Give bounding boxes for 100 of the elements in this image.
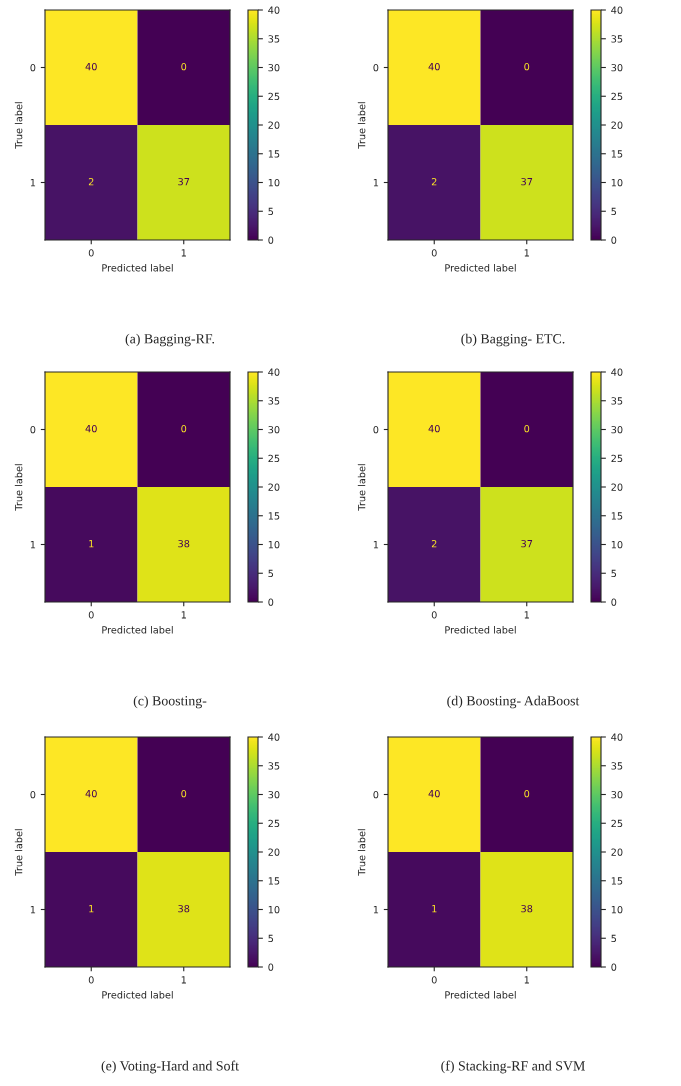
data-label: 38: [521, 904, 533, 913]
text: (a) Bagging-RF.: [125, 333, 215, 347]
color-bar-label: 5: [268, 934, 274, 943]
data-label: 0: [181, 789, 187, 798]
text: (d) Boosting- AdaBoost: [447, 695, 580, 709]
x-axis-title: Predicted label: [102, 625, 173, 634]
text: (b) Bagging- ETC.: [461, 333, 565, 347]
y-tick-label: 0: [30, 63, 36, 72]
color-bar-label: 15: [611, 512, 623, 520]
color-bar-label: 5: [268, 569, 274, 578]
color-bar-label: 25: [611, 819, 623, 828]
color-bar-label: 40: [268, 368, 280, 376]
color-bar-label: 25: [611, 454, 623, 463]
color-bar-label: 35: [268, 762, 280, 770]
color-bar-label: 30: [268, 63, 280, 72]
color-bar-label: 30: [611, 425, 623, 434]
color-bar-label: 15: [268, 877, 280, 885]
y-tick-label: 0: [373, 425, 379, 434]
color-bar-label: 0: [611, 236, 617, 244]
color-bar-label: 40: [611, 733, 623, 741]
color-bar-label: 35: [268, 35, 280, 43]
x-axis-title: Predicted label: [445, 263, 516, 272]
color-bar-label: 5: [611, 934, 617, 943]
x-tick-label: 1: [181, 976, 186, 984]
x-tick-label: 1: [524, 976, 529, 984]
color-bar-label: 20: [268, 848, 280, 856]
x-axis-title: Predicted label: [445, 990, 516, 999]
x-axis-title: Predicted label: [102, 990, 173, 999]
y-tick-label: 1: [30, 541, 36, 549]
color-bar-label: 30: [611, 790, 623, 799]
y-tick-label: 1: [373, 906, 379, 914]
data-label: 1: [432, 905, 437, 913]
color-bar-label: 10: [611, 540, 623, 549]
x-tick-label: 0: [88, 976, 94, 984]
y-tick-label: 0: [30, 425, 36, 434]
x-axis-title: Predicted label: [102, 263, 173, 272]
x-tick-label: 1: [524, 611, 529, 619]
text: (c) Boosting-: [133, 695, 207, 709]
y-tick-label: 1: [30, 906, 36, 914]
y-tick-label: 1: [373, 179, 379, 187]
data-label: 40: [428, 789, 440, 798]
y-tick-label: 0: [373, 790, 379, 799]
color-bar-label: 5: [611, 569, 617, 578]
y-axis-title: True label: [14, 829, 23, 876]
color-bar-label: 40: [611, 368, 623, 376]
color-bar-label: 30: [611, 63, 623, 72]
color-bar-label: 25: [268, 92, 280, 101]
color-bar-label: 0: [611, 963, 617, 971]
color-bar-label: 30: [268, 790, 280, 799]
data-label: 40: [85, 62, 97, 71]
y-tick-label: 1: [373, 541, 379, 549]
color-bar-label: 20: [611, 121, 623, 129]
color-bar-label: 25: [611, 92, 623, 101]
color-bar-label: 0: [611, 598, 617, 606]
color-bar-label: 30: [268, 425, 280, 434]
y-tick-label: 1: [30, 179, 36, 187]
color-bar-label: 25: [268, 454, 280, 463]
data-label: 40: [428, 424, 440, 433]
y-tick-label: 0: [30, 790, 36, 799]
y-axis-title: True label: [357, 829, 366, 876]
data-label: 1: [89, 540, 94, 548]
y-tick-label: 0: [373, 63, 379, 72]
data-label: 38: [178, 904, 190, 913]
x-tick-label: 0: [431, 249, 437, 257]
color-bar-label: 40: [268, 733, 280, 741]
color-bar-label: 0: [268, 963, 274, 971]
y-axis-title: True label: [14, 464, 23, 511]
color-bar-label: 0: [268, 236, 274, 244]
color-bar-label: 15: [268, 150, 280, 158]
y-axis-title: True label: [357, 464, 366, 511]
color-bar-label: 35: [611, 35, 623, 43]
color-bar-label: 10: [611, 905, 623, 914]
x-tick-label: 1: [524, 249, 529, 257]
color-bar-label: 35: [611, 762, 623, 770]
color-bar-label: 10: [268, 540, 280, 549]
x-axis-title: Predicted label: [445, 625, 516, 634]
color-bar-label: 10: [611, 178, 623, 187]
color-bar-label: 10: [268, 905, 280, 914]
color-bar-label: 20: [611, 483, 623, 491]
x-tick-label: 0: [431, 611, 437, 619]
color-bar-label: 35: [611, 397, 623, 405]
x-tick-label: 0: [431, 976, 437, 984]
x-tick-label: 0: [88, 249, 94, 257]
color-bar-label: 5: [268, 207, 274, 216]
color-bar-label: 35: [268, 397, 280, 405]
color-bar-label: 40: [611, 6, 623, 14]
color-bar-label: 25: [268, 819, 280, 828]
y-axis-title: True label: [357, 102, 366, 149]
data-label: 37: [521, 539, 533, 548]
x-tick-label: 0: [88, 611, 94, 619]
color-bar-label: 20: [611, 848, 623, 856]
x-tick-label: 1: [181, 249, 186, 257]
color-bar-label: 5: [611, 207, 617, 216]
data-label: 0: [524, 62, 530, 71]
data-label: 38: [178, 539, 190, 548]
data-label: 37: [178, 177, 190, 186]
data-label: 0: [181, 424, 187, 433]
color-bar-label: 15: [611, 150, 623, 158]
color-bar-label: 15: [268, 512, 280, 520]
color-bar-label: 40: [268, 6, 280, 14]
